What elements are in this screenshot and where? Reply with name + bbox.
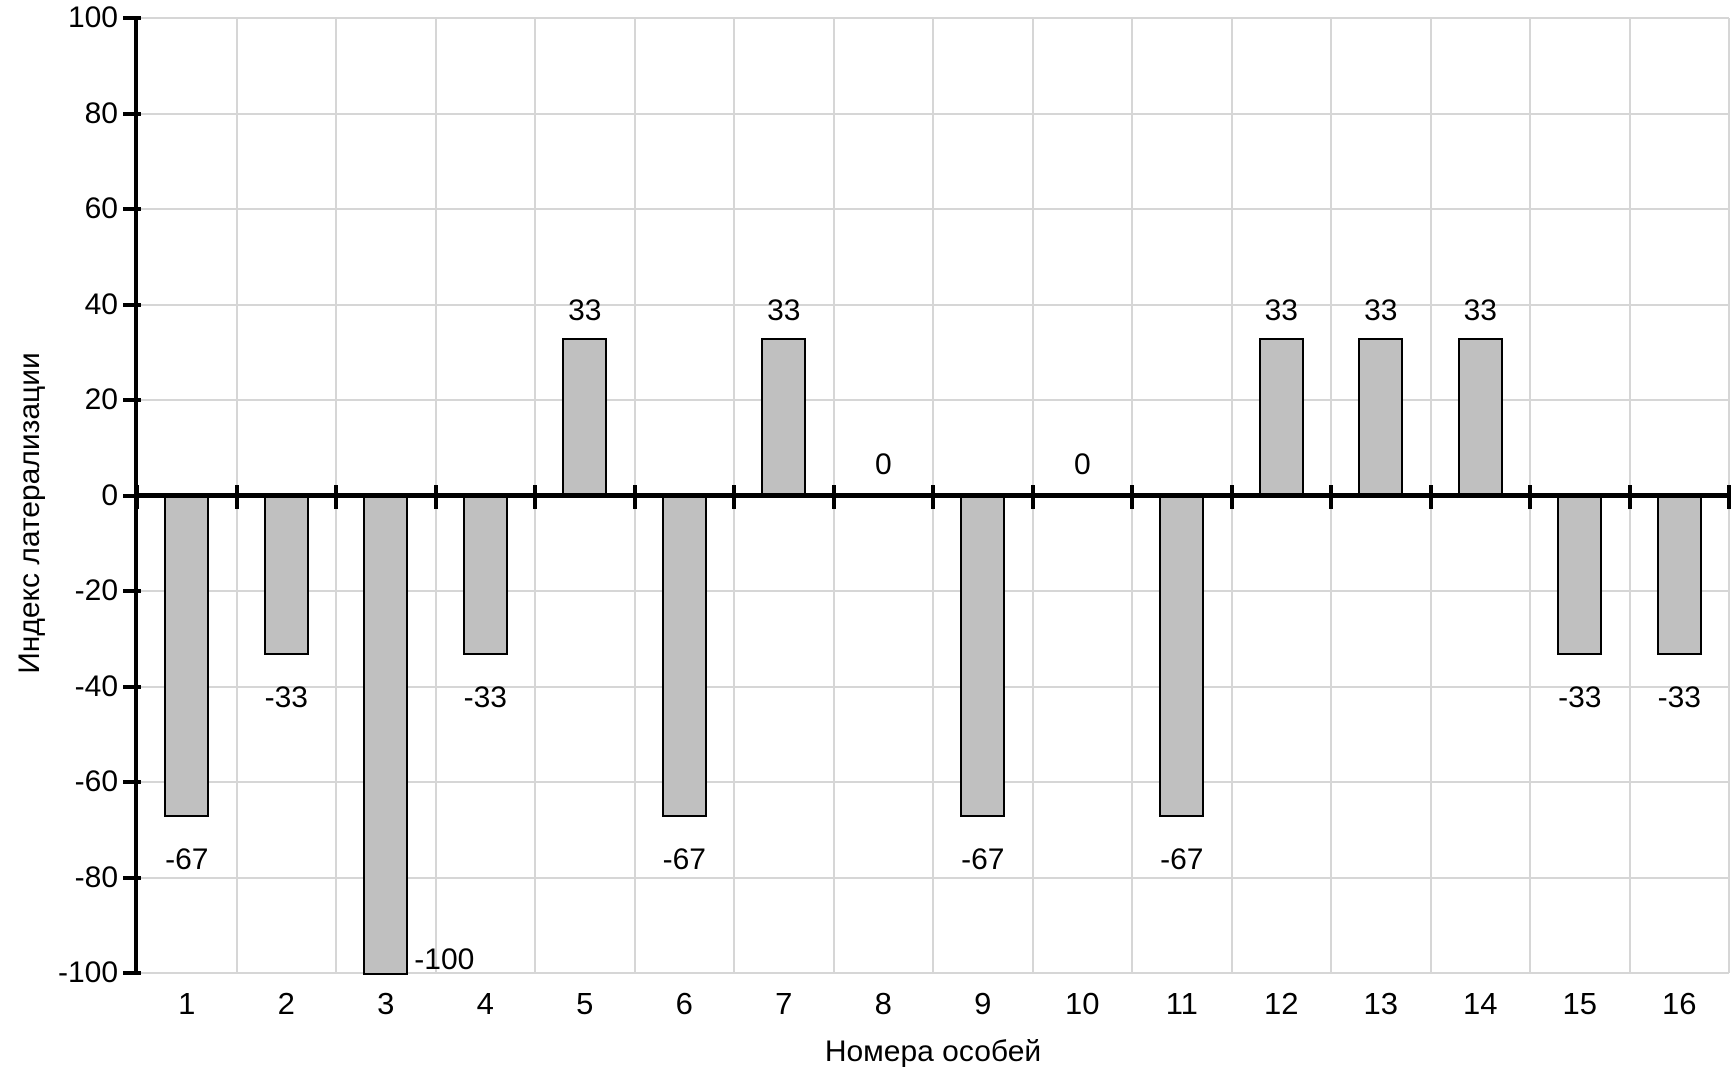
data-label: 33 <box>1364 293 1398 327</box>
y-tick-label: 40 <box>84 287 118 321</box>
data-label: 33 <box>568 293 602 327</box>
x-tick-label: 9 <box>974 986 992 1021</box>
y-tick-label: 60 <box>84 192 118 225</box>
bar <box>263 495 309 656</box>
x-axis-tick <box>1130 484 1134 509</box>
y-tick-label: -20 <box>74 574 118 607</box>
x-axis-tick <box>931 484 935 509</box>
y-tick-label: 80 <box>84 96 118 130</box>
y-axis-tick <box>123 207 141 211</box>
x-tick-label: 15 <box>1562 986 1598 1021</box>
bar <box>1258 337 1304 498</box>
x-axis-tick <box>1030 484 1035 509</box>
x-axis-tick <box>135 484 139 509</box>
bar <box>761 337 807 498</box>
y-axis-tick <box>123 780 141 784</box>
x-tick-label: 2 <box>277 986 295 1021</box>
x-tick-label: 11 <box>1165 986 1198 1021</box>
x-tick-label: 12 <box>1264 986 1299 1021</box>
x-tick-label: 14 <box>1463 986 1498 1021</box>
x-axis-tick <box>1627 484 1632 509</box>
y-axis-tick <box>123 875 141 880</box>
bar <box>1656 495 1702 656</box>
x-tick-label: 7 <box>775 986 793 1021</box>
x-axis-tick <box>1727 484 1731 509</box>
data-label: 0 <box>1073 447 1091 481</box>
y-tick-label: -40 <box>74 669 118 703</box>
gridline-horizontal <box>137 972 1729 974</box>
data-label: -67 <box>961 843 1005 877</box>
x-axis-tick <box>1528 484 1532 509</box>
x-axis-tick <box>234 484 239 509</box>
x-tick-label: 13 <box>1363 986 1399 1021</box>
data-label: -67 <box>662 843 706 877</box>
y-axis-tick <box>123 302 141 307</box>
bar <box>363 495 409 975</box>
bar <box>164 495 210 818</box>
bar <box>1457 337 1503 498</box>
x-tick-label: 8 <box>874 986 892 1021</box>
bar <box>1159 495 1205 818</box>
x-axis-title: Номера особей <box>824 1035 1042 1068</box>
x-tick-label: 5 <box>576 986 594 1021</box>
y-axis-tick <box>123 684 141 689</box>
x-axis-tick <box>533 484 537 509</box>
y-tick-label: -60 <box>74 765 118 798</box>
data-label: 33 <box>1264 293 1298 327</box>
y-tick-label: 100 <box>67 1 118 34</box>
data-label: -100 <box>414 943 475 976</box>
bar <box>462 495 508 656</box>
y-tick-label: 20 <box>84 383 118 416</box>
x-tick-label: 4 <box>476 986 494 1021</box>
y-tick-label: 0 <box>101 478 118 512</box>
y-axis-tick <box>123 589 141 593</box>
data-label: 33 <box>767 293 801 327</box>
x-tick-label: 1 <box>178 986 196 1021</box>
x-axis-tick <box>1329 484 1333 509</box>
x-axis-tick <box>1229 484 1234 509</box>
x-axis-tick <box>433 484 438 509</box>
x-tick-label: 10 <box>1065 986 1100 1021</box>
y-axis-tick <box>123 16 141 20</box>
y-axis-tick <box>123 971 141 975</box>
data-label: 0 <box>874 447 892 481</box>
data-label: -67 <box>1160 843 1204 877</box>
bar <box>661 495 707 818</box>
x-tick-label: 16 <box>1662 986 1697 1021</box>
bar <box>960 495 1006 818</box>
x-tick-label: 3 <box>377 986 395 1021</box>
data-label: -33 <box>463 681 507 715</box>
y-tick-label: -100 <box>57 956 118 989</box>
data-label: -33 <box>264 681 308 715</box>
data-label: 33 <box>1463 293 1497 327</box>
x-axis-tick <box>334 484 338 509</box>
bar <box>1557 495 1603 656</box>
x-axis-tick <box>632 484 637 509</box>
y-axis-tick <box>123 493 141 498</box>
x-axis-tick <box>1428 484 1433 509</box>
x-axis-tick <box>831 484 836 509</box>
bar <box>562 337 608 498</box>
x-axis-tick <box>732 484 736 509</box>
bar <box>1358 337 1404 498</box>
y-tick-label: -80 <box>74 860 118 894</box>
data-label: -33 <box>1657 681 1701 715</box>
y-axis-tick <box>123 398 141 402</box>
x-tick-label: 6 <box>675 986 693 1021</box>
data-label: -33 <box>1558 681 1602 715</box>
y-axis-tick <box>123 111 141 116</box>
data-label: -67 <box>165 843 209 877</box>
